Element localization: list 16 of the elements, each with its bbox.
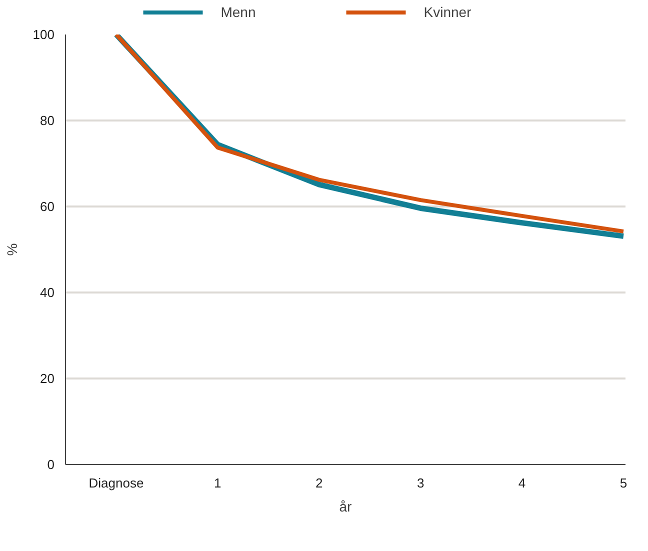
x-tick-label: 1 <box>214 476 222 490</box>
y-tick-label: 40 <box>40 285 55 300</box>
y-tick-label: 20 <box>40 371 55 386</box>
x-tick-label: 3 <box>416 476 424 490</box>
y-axis-title: % <box>4 243 20 256</box>
x-tick-label: 4 <box>518 476 526 490</box>
x-tick-label: Diagnose <box>88 476 144 490</box>
y-tick-label: 80 <box>40 113 55 128</box>
legend-label: Kvinner <box>424 4 472 20</box>
x-tick-label: 5 <box>620 476 628 490</box>
x-axis-title: år <box>339 498 352 514</box>
y-tick-label: 0 <box>47 457 55 472</box>
legend-label: Menn <box>220 4 256 20</box>
y-tick-label: 100 <box>32 27 55 42</box>
x-tick-label: 2 <box>316 476 323 490</box>
y-tick-label: 60 <box>40 199 55 214</box>
